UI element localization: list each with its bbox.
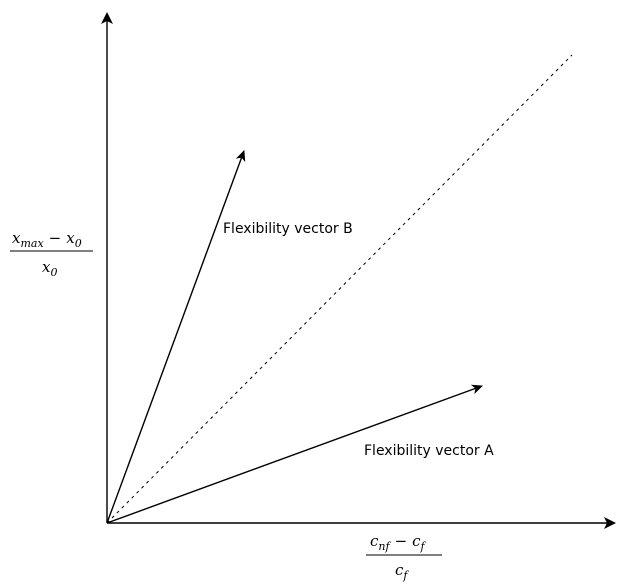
vector-a-label: Flexibility vector A	[364, 443, 494, 459]
vector-b-label: Flexibility vector B	[223, 221, 353, 237]
vector-b-arrow	[106, 150, 246, 524]
x-label-denominator: cf	[395, 561, 409, 582]
y-label-numerator: xmax − x0	[12, 229, 82, 250]
x-label-numerator: cnf − cf	[370, 532, 427, 553]
vector-a-arrow	[106, 384, 483, 524]
x-axis-label: cnf − cf cf	[366, 532, 442, 582]
y-label-denominator: x0	[42, 258, 57, 279]
y-axis-label: xmax − x0 x0	[10, 229, 93, 279]
diagonal-reference-line	[106, 54, 573, 524]
